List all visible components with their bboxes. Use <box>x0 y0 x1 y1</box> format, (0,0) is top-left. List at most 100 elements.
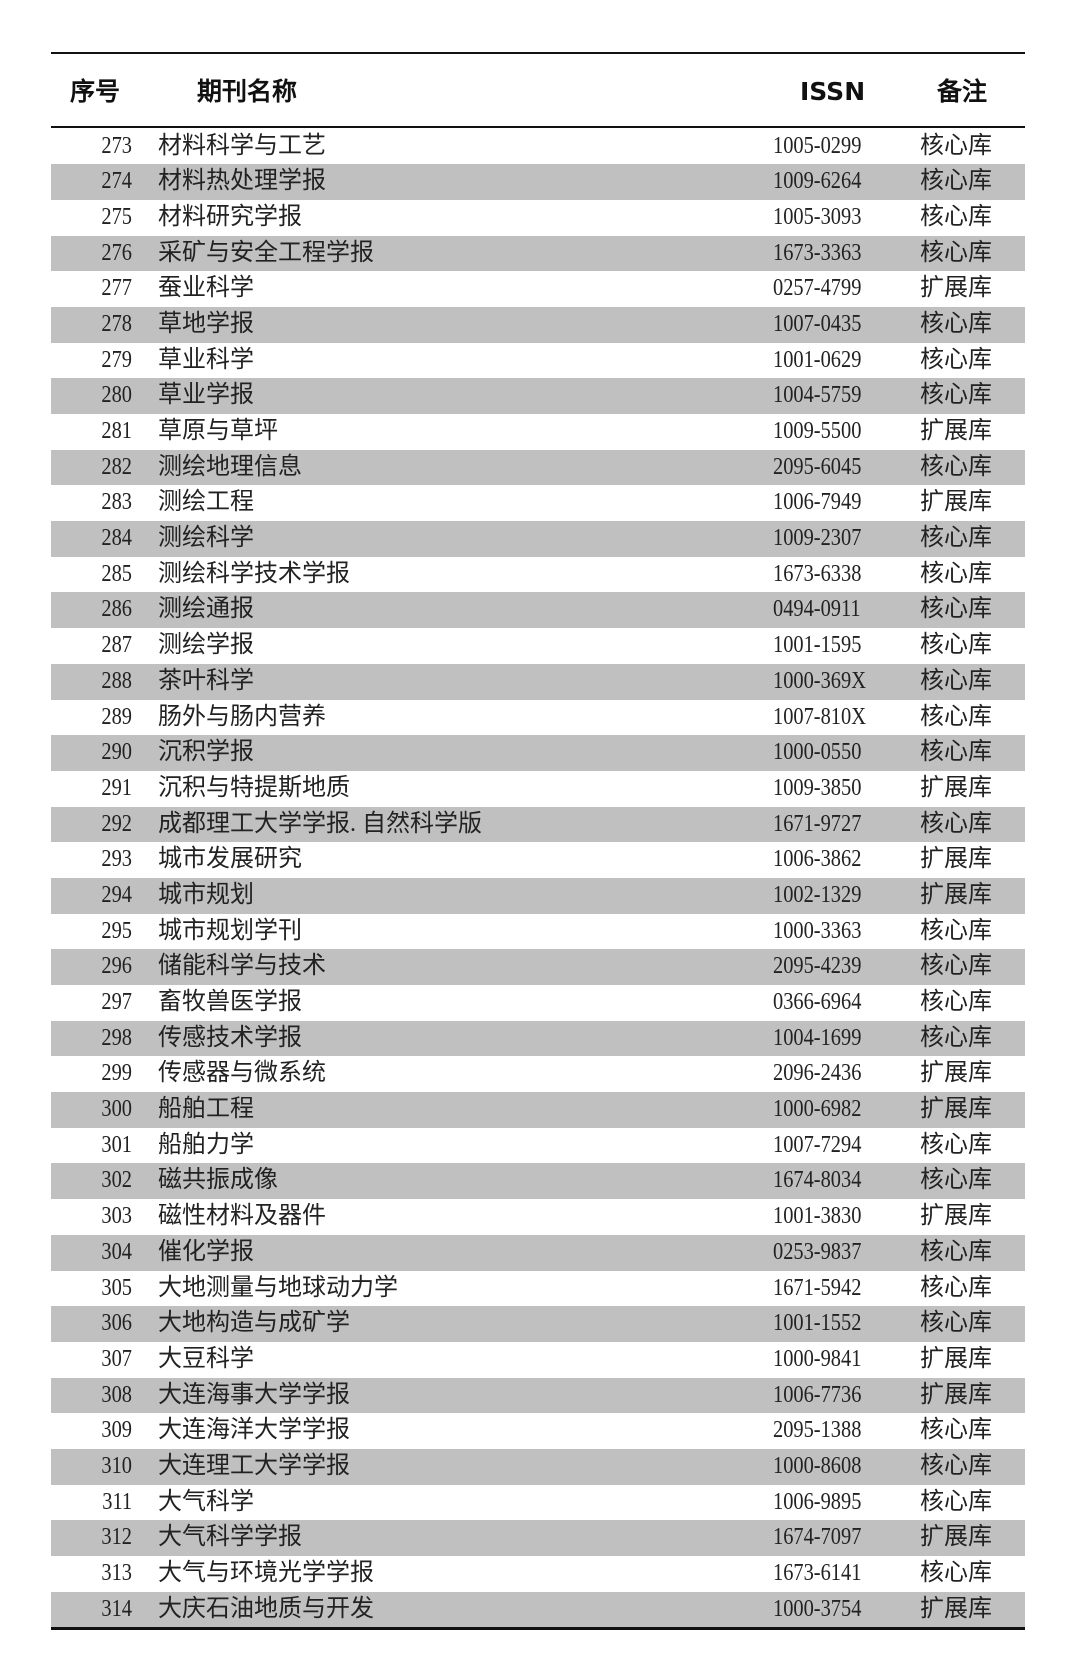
serial-number-cell: 290 <box>101 739 132 766</box>
header-bottom-rule <box>51 126 1025 128</box>
table-row: 285 测绘科学技术学报 1673-6338 核心库 <box>51 557 1025 593</box>
serial-number-cell: 295 <box>101 917 132 944</box>
journal-name-cell: 大连海事大学学报 <box>158 1381 350 1408</box>
serial-number-cell: 285 <box>101 560 132 587</box>
serial-number-cell: 298 <box>101 1024 132 1051</box>
serial-number-cell: 293 <box>101 846 132 873</box>
serial-number-cell: 273 <box>101 132 132 159</box>
table-top-rule <box>51 52 1025 54</box>
journal-name-cell: 大地构造与成矿学 <box>158 1310 350 1337</box>
serial-number-cell: 305 <box>101 1274 132 1301</box>
remarks-cell: 核心库 <box>920 1452 992 1479</box>
table-row: 311 大气科学 1006-9895 核心库 <box>51 1485 1025 1521</box>
remarks-cell: 核心库 <box>920 1024 992 1051</box>
journal-name-cell: 沉积与特提斯地质 <box>158 774 350 801</box>
table-row: 300 船舶工程 1000-6982 扩展库 <box>51 1092 1025 1128</box>
journal-name-cell: 测绘地理信息 <box>158 453 302 480</box>
table-row: 288 茶叶科学 1000-369X 核心库 <box>51 663 1025 700</box>
issn-cell: 0257-4799 <box>773 275 862 302</box>
table-bottom-rule <box>51 1627 1025 1630</box>
issn-cell: 1004-5759 <box>773 382 862 409</box>
issn-cell: 1009-5500 <box>773 418 862 444</box>
remarks-cell: 核心库 <box>920 560 992 587</box>
table-row: 298 传感技术学报 1004-1699 核心库 <box>51 1020 1025 1057</box>
table-row: 297 畜牧兽医学报 0366-6964 核心库 <box>51 985 1025 1021</box>
journal-name-cell: 船舶工程 <box>158 1096 254 1123</box>
serial-number-cell: 300 <box>101 1096 132 1123</box>
remarks-cell: 核心库 <box>920 1560 992 1586</box>
issn-cell: 1005-0299 <box>773 132 862 159</box>
remarks-cell: 核心库 <box>920 667 992 694</box>
journal-name-cell: 畜牧兽医学报 <box>158 989 302 1015</box>
issn-cell: 2095-1388 <box>773 1417 862 1444</box>
remarks-cell: 核心库 <box>920 739 992 766</box>
serial-number-cell: 276 <box>101 239 132 266</box>
journal-name-cell: 测绘学报 <box>158 632 254 659</box>
journal-name-cell: 大气科学 <box>158 1488 254 1515</box>
table-row: 291 沉积与特提斯地质 1009-3850 扩展库 <box>51 771 1025 807</box>
issn-cell: 1006-7949 <box>773 489 862 516</box>
issn-cell: 1002-1329 <box>773 881 862 908</box>
serial-number-cell: 304 <box>101 1238 132 1265</box>
remarks-cell: 核心库 <box>920 1310 992 1337</box>
remarks-cell: 核心库 <box>920 1417 992 1444</box>
serial-number-cell: 283 <box>101 489 132 516</box>
remarks-cell: 核心库 <box>920 346 992 373</box>
serial-number-cell: 309 <box>101 1417 132 1444</box>
serial-number-cell: 274 <box>101 168 132 195</box>
serial-number-cell: 280 <box>101 382 132 409</box>
journal-name-cell: 材料热处理学报 <box>158 168 326 195</box>
journal-name-cell: 草业科学 <box>158 346 254 373</box>
issn-cell: 2095-4239 <box>773 953 862 980</box>
issn-cell: 1007-810X <box>773 703 866 730</box>
remarks-cell: 核心库 <box>920 1238 992 1265</box>
serial-number-cell: 314 <box>101 1595 132 1622</box>
table-row: 277 蚕业科学 0257-4799 扩展库 <box>51 271 1025 307</box>
table-row: 289 肠外与肠内营养 1007-810X 核心库 <box>51 700 1025 736</box>
issn-cell: 1000-3363 <box>773 917 862 944</box>
serial-number-cell: 289 <box>101 703 132 730</box>
journal-name-cell: 测绘科学技术学报 <box>158 560 350 587</box>
serial-number-cell: 294 <box>101 881 132 908</box>
table-row: 274 材料热处理学报 1009-6264 核心库 <box>51 164 1025 200</box>
header-issn: ISSN <box>800 77 866 106</box>
issn-cell: 1673-6141 <box>773 1560 862 1586</box>
table-row: 307 大豆科学 1000-9841 扩展库 <box>51 1342 1025 1378</box>
table-row: 308 大连海事大学学报 1006-7736 扩展库 <box>51 1377 1025 1414</box>
issn-cell: 1674-8034 <box>773 1167 862 1194</box>
issn-cell: 1000-369X <box>773 667 866 694</box>
journal-name-cell: 大气科学学报 <box>158 1524 302 1551</box>
issn-cell: 1001-1595 <box>773 632 862 659</box>
table-row: 304 催化学报 0253-9837 核心库 <box>51 1234 1025 1271</box>
journal-name-cell: 大庆石油地质与开发 <box>158 1595 374 1622</box>
table-row: 293 城市发展研究 1006-3862 扩展库 <box>51 842 1025 878</box>
journal-name-cell: 茶叶科学 <box>158 667 254 694</box>
table-row: 279 草业科学 1001-0629 核心库 <box>51 343 1025 379</box>
issn-cell: 1000-8608 <box>773 1452 862 1479</box>
table-row: 273 材料科学与工艺 1005-0299 核心库 <box>51 129 1025 165</box>
serial-number-cell: 306 <box>101 1310 132 1337</box>
table-row: 278 草地学报 1007-0435 核心库 <box>51 306 1025 343</box>
serial-number-cell: 284 <box>101 525 132 552</box>
journal-name-cell: 传感器与微系统 <box>158 1060 326 1087</box>
serial-number-cell: 313 <box>101 1560 132 1586</box>
remarks-cell: 扩展库 <box>920 774 992 801</box>
table-row: 309 大连海洋大学学报 2095-1388 核心库 <box>51 1413 1025 1449</box>
issn-cell: 2096-2436 <box>773 1060 862 1087</box>
issn-cell: 1001-0629 <box>773 346 862 373</box>
remarks-cell: 扩展库 <box>920 1060 992 1087</box>
remarks-cell: 核心库 <box>920 132 992 159</box>
journal-name-cell: 测绘通报 <box>158 596 254 623</box>
table-row: 294 城市规划 1002-1329 扩展库 <box>51 877 1025 914</box>
remarks-cell: 核心库 <box>920 382 992 409</box>
serial-number-cell: 308 <box>101 1381 132 1408</box>
journal-name-cell: 测绘科学 <box>158 525 254 552</box>
table-row: 276 采矿与安全工程学报 1673-3363 核心库 <box>51 235 1025 272</box>
remarks-cell: 核心库 <box>920 1274 992 1301</box>
remarks-cell: 核心库 <box>920 1488 992 1515</box>
header-remarks: 备注 <box>937 77 988 106</box>
serial-number-cell: 312 <box>101 1524 132 1551</box>
serial-number-cell: 297 <box>101 989 132 1015</box>
journal-name-cell: 材料科学与工艺 <box>158 132 326 159</box>
table-row: 305 大地测量与地球动力学 1671-5942 核心库 <box>51 1271 1025 1307</box>
